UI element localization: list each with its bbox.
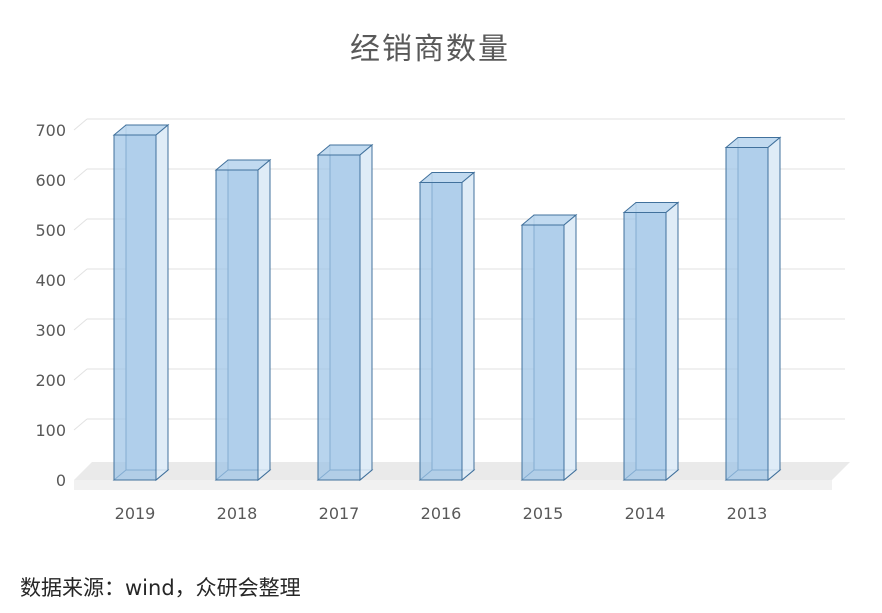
bar-front-face	[725, 147, 769, 481]
bar-side-face	[155, 123, 169, 482]
bar-front-face	[317, 154, 361, 481]
x-tick-label: 2015	[523, 504, 564, 523]
gridline-depth-segment	[73, 168, 88, 181]
x-tick-label: 2014	[625, 504, 666, 523]
x-tick-label: 2013	[727, 504, 768, 523]
bar-front-face	[419, 182, 463, 481]
bar-front-face	[623, 212, 667, 481]
x-tick-label: 2017	[319, 504, 360, 523]
x-tick-label: 2018	[217, 504, 258, 523]
bar-side-face	[665, 201, 679, 482]
bar-side-face	[257, 158, 271, 482]
bar-2016	[418, 171, 476, 482]
gridline-depth-segment	[73, 368, 88, 381]
bar-side-face	[461, 171, 475, 482]
x-tick-label: 2019	[115, 504, 156, 523]
bar-front-face	[521, 224, 565, 481]
bar-side-face	[563, 213, 577, 482]
bar-front-face	[215, 169, 259, 481]
bar-2014	[622, 201, 680, 482]
bar-2015	[520, 213, 578, 482]
bar-2019	[112, 123, 170, 482]
y-tick-label: 700	[35, 121, 66, 140]
x-tick-label: 2016	[421, 504, 462, 523]
gridline-depth-segment	[73, 268, 88, 281]
bar-2013	[724, 136, 782, 482]
y-tick-label: 0	[56, 471, 66, 490]
bar-side-face	[359, 143, 373, 482]
gridline-depth-segment	[73, 118, 88, 131]
chart-title: 经销商数量	[350, 32, 510, 67]
gridline-depth-segment	[73, 318, 88, 331]
y-tick-label: 600	[35, 171, 66, 190]
source-note: 数据来源：wind，众研会整理	[20, 576, 301, 600]
y-tick-label: 200	[35, 371, 66, 390]
gridline-depth-segment	[73, 218, 88, 231]
bar-2018	[214, 158, 272, 482]
y-tick-label: 300	[35, 321, 66, 340]
bar-side-face	[767, 136, 781, 482]
chart-floor-front	[74, 480, 832, 490]
y-tick-label: 500	[35, 221, 66, 240]
gridline-depth-segment	[73, 418, 88, 431]
bar-2017	[316, 143, 374, 482]
y-tick-label: 100	[35, 421, 66, 440]
bar-front-face	[113, 134, 157, 481]
y-tick-label: 400	[35, 271, 66, 290]
